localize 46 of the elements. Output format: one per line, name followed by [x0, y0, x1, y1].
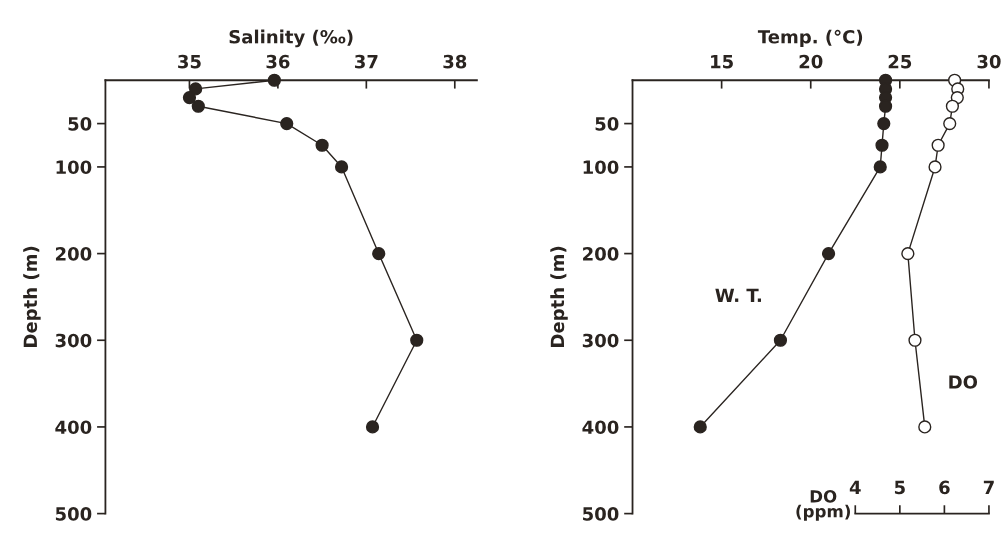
point	[191, 99, 205, 113]
point	[182, 90, 197, 105]
y-tick-label: 300	[582, 333, 619, 348]
point	[878, 99, 893, 113]
x2-tick-label: 4	[849, 480, 861, 494]
x2-axis-title: DO (ppm)	[796, 490, 850, 521]
point	[773, 333, 788, 347]
point	[873, 160, 887, 174]
point	[280, 116, 294, 131]
x-tick-label: 15	[711, 55, 733, 69]
y-tick-label: 400	[582, 420, 619, 435]
x-tick-label: 30	[977, 54, 1001, 69]
y-tick-label: 200	[55, 247, 92, 261]
point	[315, 138, 329, 152]
x-tick-label: 20	[799, 54, 823, 69]
series-label: W. T.	[715, 288, 761, 302]
y-tick-label: 100	[56, 160, 92, 175]
point	[410, 333, 424, 347]
x-tick-label: 25	[888, 54, 912, 69]
y-tick-label: 50	[595, 117, 619, 131]
x-tick-label: 35	[178, 54, 201, 69]
x2-tick-label: 7	[983, 480, 994, 494]
x-axis-title: Temp. (°C)	[757, 29, 863, 48]
point	[877, 116, 891, 131]
point	[693, 420, 707, 434]
point	[821, 246, 836, 261]
point	[334, 160, 349, 174]
y-tick-label: 300	[55, 333, 92, 348]
y-tick-label: 500	[55, 507, 92, 521]
x2-tick-label: 5	[894, 480, 905, 495]
x-tick-label: 37	[354, 54, 378, 69]
point	[365, 420, 380, 434]
y-tick-label: 100	[583, 160, 619, 175]
point	[875, 138, 889, 152]
x2-tick-label: 6	[939, 480, 950, 495]
x-tick-label: 36	[266, 54, 290, 69]
x-axis-title: Salinity (‰)	[229, 29, 353, 48]
y-tick-label: 500	[583, 507, 619, 521]
y-tick-label: 50	[68, 117, 92, 131]
y-tick-label: 400	[55, 420, 92, 435]
y-axis-title: Depth (m)	[550, 246, 568, 347]
x-tick-label: 38	[443, 54, 467, 69]
y-tick-label: 200	[583, 247, 619, 261]
point	[372, 246, 386, 261]
series-label: DO	[949, 375, 978, 389]
y-axis-title: Depth (m)	[23, 246, 41, 347]
